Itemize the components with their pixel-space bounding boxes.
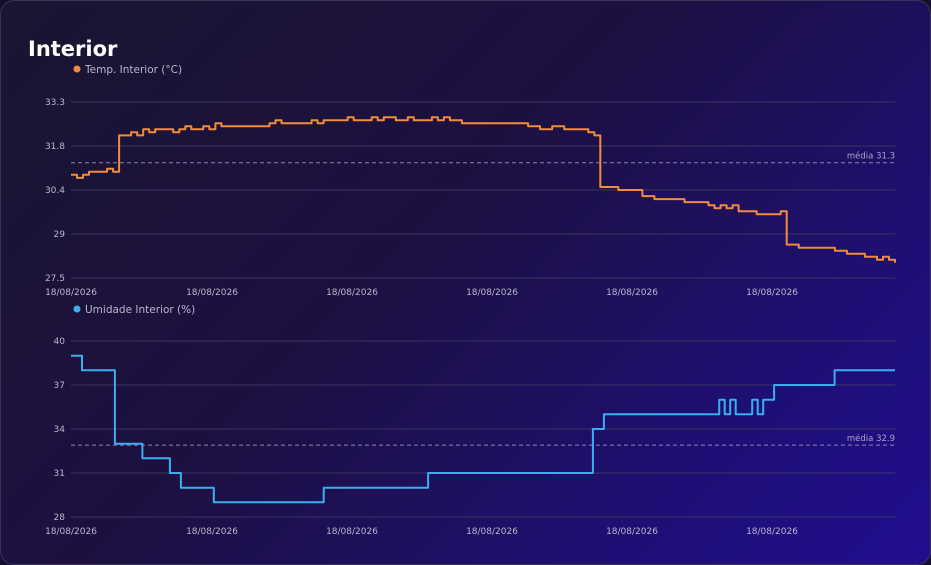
humidity-x-tick-label: 18/08/2026 <box>746 527 798 537</box>
humidity-x-tick-label: 18/08/2026 <box>45 527 97 537</box>
temp-x-tick-label: 18/08/2026 <box>606 288 658 298</box>
temp-x-tick-label: 18/08/2026 <box>45 288 97 298</box>
temp-y-tick-label: 27.5 <box>45 274 65 284</box>
temp-x-tick-label: 18/08/2026 <box>466 288 518 298</box>
temp-y-tick-label: 31.8 <box>45 142 65 152</box>
humidity-y-tick-label: 34 <box>54 425 66 435</box>
temp-y-tick-label: 29 <box>54 230 66 240</box>
humidity-x-tick-label: 18/08/2026 <box>186 527 238 537</box>
temp-y-tick-label: 33.3 <box>45 98 65 108</box>
humidity-y-tick-label: 31 <box>54 469 65 479</box>
humidity-series-line <box>71 354 895 504</box>
temp-chart: Temp. Interior (°C) 33.3 31.8 30.4 29 27.5 18/… <box>45 64 896 298</box>
temp-legend-label: Temp. Interior (°C) <box>84 64 182 76</box>
humidity-x-tick-label: 18/08/2026 <box>606 527 658 537</box>
humidity-legend-label: Umidade Interior (%) <box>85 304 195 316</box>
humidity-x-tick-label: 18/08/2026 <box>466 527 518 537</box>
humidity-y-tick-label: 40 <box>54 337 66 347</box>
humidity-y-tick-label: 28 <box>54 513 66 523</box>
temp-series-line <box>71 116 896 263</box>
humidity-mean-label: média 32.9 <box>847 433 895 444</box>
humidity-legend-marker <box>73 305 81 313</box>
humidity-x-tick-label: 18/08/2026 <box>326 527 378 537</box>
card-title: Interior <box>28 37 118 61</box>
temp-legend-marker <box>73 65 81 73</box>
humidity-y-tick-label: 37 <box>54 381 65 391</box>
temp-mean-label: média 31.3 <box>847 151 895 162</box>
temp-x-tick-label: 18/08/2026 <box>186 288 238 298</box>
temp-x-tick-label: 18/08/2026 <box>746 288 798 298</box>
temp-y-tick-label: 30.4 <box>45 186 65 196</box>
temp-x-tick-label: 18/08/2026 <box>326 288 378 298</box>
humidity-chart: Umidade Interior (%) 40 37 34 31 28 18/08/2026… <box>45 304 895 537</box>
